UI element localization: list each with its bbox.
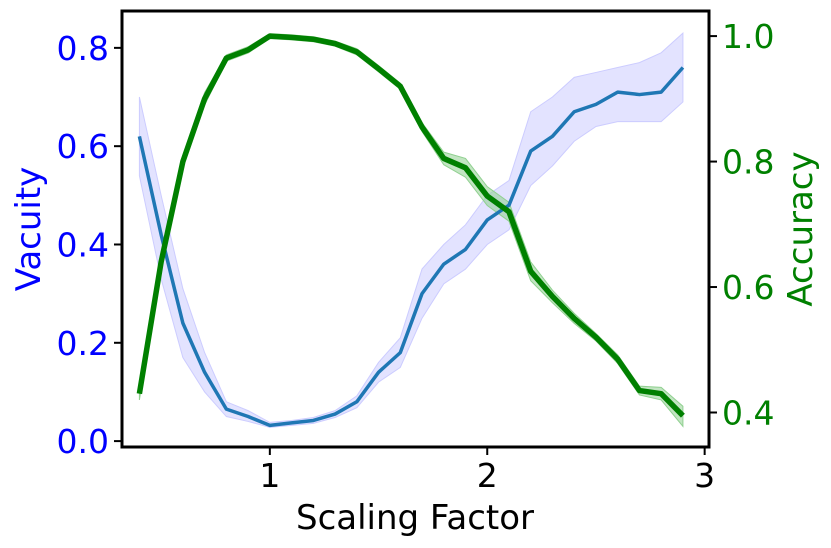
x-axis-label: Scaling Factor <box>296 498 534 538</box>
y-left-tick-label: 0.0 <box>57 422 109 461</box>
y-right-tick-label: 0.6 <box>722 268 774 307</box>
y-right-tick-label: 1.0 <box>722 17 774 56</box>
y-left-tick-label: 0.4 <box>57 225 109 264</box>
y-right-tick-label: 0.8 <box>722 143 774 182</box>
x-tick-label: 2 <box>477 456 498 495</box>
x-tick-label: 3 <box>694 456 715 495</box>
y-left-tick-label: 0.6 <box>57 127 109 166</box>
x-tick-label: 1 <box>259 456 280 495</box>
vacuity-confidence-band <box>138 31 684 428</box>
y-left-tick-label: 0.8 <box>57 29 109 68</box>
vacuity-line <box>137 66 685 428</box>
accuracy-line <box>136 33 685 418</box>
y-axis-right-label: Accuracy <box>781 151 821 306</box>
y-left-tick-label: 0.2 <box>57 324 109 363</box>
y-axis-left-label: Vacuity <box>9 167 49 292</box>
y-right-tick-label: 0.4 <box>722 393 774 432</box>
plot-frame <box>120 9 711 449</box>
